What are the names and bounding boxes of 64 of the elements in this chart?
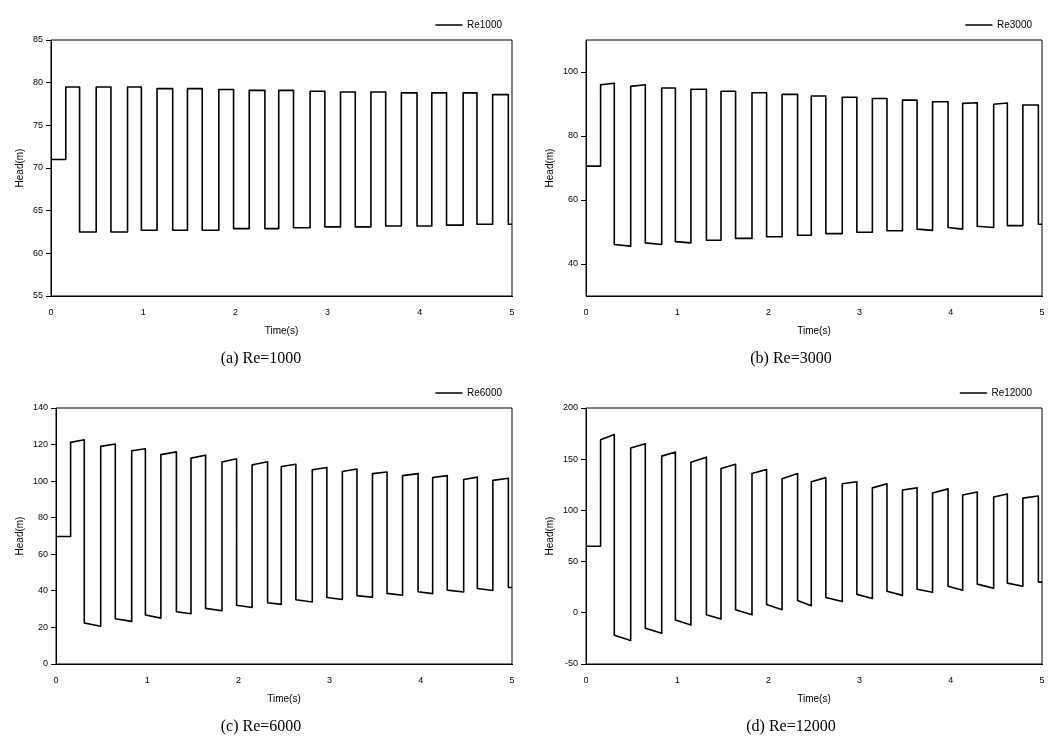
x-tick-label: 4 — [418, 674, 424, 685]
x-tick-label: 2 — [232, 306, 238, 317]
y-tick-label: 150 — [562, 453, 579, 464]
y-tick-label: 40 — [38, 585, 49, 596]
x-tick-label: 0 — [583, 306, 589, 317]
y-tick-label: 100 — [562, 504, 579, 515]
x-tick-label: 2 — [765, 306, 771, 317]
y-tick-label: 100 — [562, 66, 579, 77]
y-axis-title: Head(m) — [13, 516, 25, 556]
x-tick-label: 1 — [144, 674, 150, 685]
y-tick-label: 85 — [33, 34, 44, 45]
y-tick-label: 0 — [43, 658, 49, 669]
y-tick-label: 140 — [32, 402, 49, 413]
y-tick-label: 200 — [562, 402, 579, 413]
x-tick-label: 5 — [1039, 306, 1045, 317]
x-tick-label: 3 — [327, 674, 333, 685]
x-tick-label: 4 — [948, 674, 954, 685]
y-tick-label: 80 — [33, 77, 44, 88]
x-tick-label: 5 — [509, 674, 515, 685]
y-axis-title: Head(m) — [543, 148, 555, 188]
y-tick-label: 60 — [38, 548, 49, 559]
x-axis-title: Time(s) — [264, 324, 299, 336]
y-tick-label: 50 — [568, 556, 579, 567]
x-tick-label: 2 — [235, 674, 241, 685]
x-tick-label: 1 — [674, 674, 680, 685]
y-tick-label: 80 — [568, 130, 579, 141]
y-tick-label: 100 — [32, 475, 49, 486]
y-tick-label: 120 — [32, 439, 49, 450]
y-tick-label: 20 — [38, 621, 49, 632]
x-tick-label: 5 — [509, 306, 515, 317]
legend-label: Re1000 — [466, 18, 503, 30]
x-tick-label: 4 — [948, 306, 954, 317]
text: (a) Re=1000 — [220, 348, 302, 367]
text: (d) Re=12000 — [746, 716, 836, 735]
x-tick-label: 0 — [53, 674, 59, 685]
legend-label: Re6000 — [466, 386, 503, 398]
y-tick-label: 55 — [33, 290, 44, 301]
y-tick-label: 0 — [573, 607, 579, 618]
y-tick-label: 40 — [568, 258, 579, 269]
text: (c) Re=6000 — [220, 716, 302, 735]
x-tick-label: 5 — [1039, 674, 1045, 685]
x-axis-title: Time(s) — [797, 692, 831, 704]
y-tick-label: 60 — [33, 247, 44, 258]
y-tick-label: 75 — [33, 119, 44, 130]
y-tick-label: 65 — [33, 205, 44, 216]
y-tick-label: -50 — [565, 658, 579, 669]
x-tick-label: 3 — [857, 306, 863, 317]
y-tick-label: 60 — [568, 194, 579, 205]
x-axis-title: Time(s) — [267, 692, 301, 704]
y-axis-title: Head(m) — [13, 148, 25, 188]
x-tick-label: 0 — [583, 674, 589, 685]
legend-label: Re12000 — [991, 386, 1033, 398]
y-tick-label: 70 — [33, 162, 44, 173]
x-axis-title: Time(s) — [797, 324, 831, 336]
x-tick-label: 3 — [857, 674, 863, 685]
x-tick-label: 1 — [674, 306, 680, 317]
x-tick-label: 1 — [140, 306, 146, 317]
x-tick-label: 3 — [325, 306, 331, 317]
text: (b) Re=3000 — [750, 348, 832, 367]
x-tick-label: 2 — [765, 674, 771, 685]
y-axis-title: Head(m) — [543, 516, 555, 556]
x-tick-label: 4 — [417, 306, 423, 317]
y-tick-label: 80 — [38, 512, 49, 523]
legend-label: Re3000 — [996, 18, 1033, 30]
